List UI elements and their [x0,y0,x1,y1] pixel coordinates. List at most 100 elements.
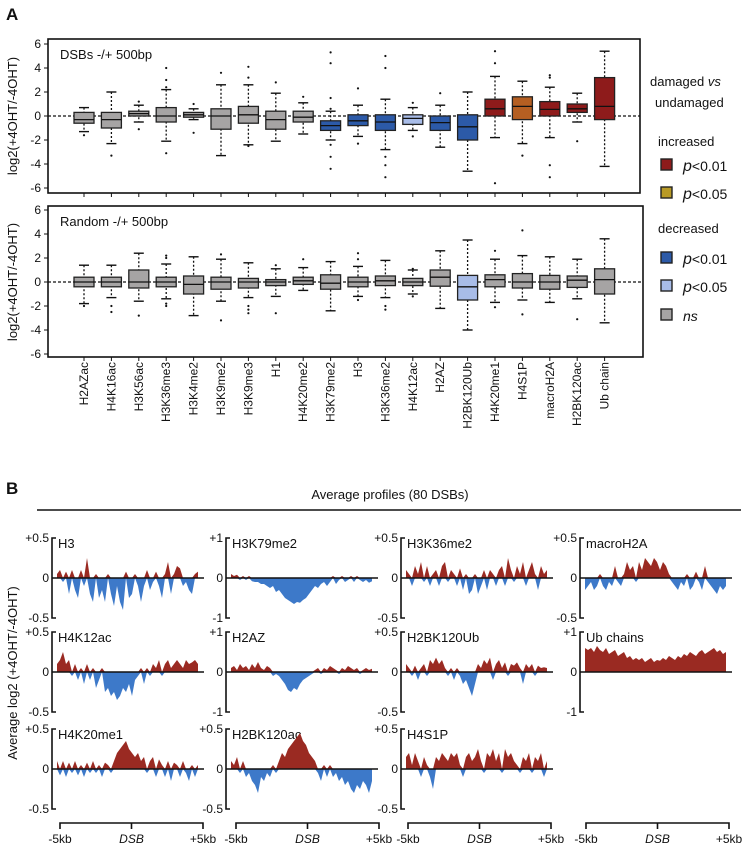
y-tick-label: -0.5 [202,802,223,816]
y-tick-label: 0 [34,109,41,123]
outlier-point [110,154,113,157]
box-h3k36me2 [374,54,397,179]
y-tick-label: +0.5 [25,531,49,545]
y-tick-label: +1 [209,531,223,545]
box-h4k20me1 [484,249,506,309]
y-tick-label: 6 [34,37,41,51]
outlier-point [493,62,497,65]
outlier-point [137,128,140,131]
x-tick-label-right: +5kb [538,832,565,846]
outlier-point [356,298,360,302]
x-category-label: H3K36me2 [378,362,392,422]
y-tick-label: 0 [391,571,398,585]
y-tick-label: -1 [212,705,223,719]
y-tick-label: 0 [216,571,223,585]
legend-swatch [660,158,673,171]
profile-title: H2BK120Ub [407,630,479,645]
box-iqr [566,275,588,289]
y-tick-label: +0.5 [374,722,398,736]
x-tick-label-right: +5kb [366,832,393,846]
outlier-point [356,87,360,90]
legend-swatch [660,279,673,292]
outlier-point [384,176,387,179]
profile-h3k79me2: +1 0 -1 H3K79me2 [209,531,378,625]
x-axis-bracket [235,822,380,829]
panel-label-a: A [6,5,18,24]
profile-area-decreased [406,672,547,696]
panel-title: Random -/+ 500bp [60,214,168,229]
box-h3 [347,252,369,302]
outlier-point [384,164,387,167]
outlier-point [165,86,168,89]
profile-area-decreased [57,578,198,610]
x-category-label: H3K9me3 [241,362,255,416]
outlier-point [384,155,387,158]
box-h3k4me2 [182,256,205,317]
outlier-point [493,50,497,53]
box-h3k36me3 [155,254,177,308]
legend-label: p<0.05 [682,279,728,296]
profile-h2az: +1 0 -1 H2AZ [209,625,378,719]
y-tick-label: -2 [30,299,41,313]
profile-area-increased [406,558,547,578]
profile-area-increased [585,558,726,578]
profile-ub-chains: +1 0 -1 Ub chains [563,625,732,719]
box-h2bk120ac [566,92,588,143]
y-tick-label: -0.5 [28,705,49,719]
legend-p-symbol: p [682,186,692,203]
legend-swatch [660,308,673,321]
box-iqr [456,274,479,301]
y-tick-label: 4 [34,227,41,241]
outlier-point [329,96,332,100]
box-iqr [511,96,534,121]
legend-swatch [660,251,673,264]
box-h2bk120ub [456,91,479,172]
outlier-point [439,92,442,95]
box-iqr [593,76,616,121]
box-iqr [511,272,534,289]
legend-p-symbol: p [682,158,692,175]
x-category-label: H4K20me2 [296,362,310,422]
legend-item-decreased-3: p<0.05 [660,279,728,296]
box-h3k9me3 [237,65,260,148]
x-category-label: H3K36me3 [159,362,173,422]
x-tick-label-dsb: DSB [645,832,670,846]
outlier-point [219,319,223,322]
y-tick-label: +0.5 [374,531,398,545]
outlier-point [247,308,250,311]
x-tick-label-left: -5kb [48,832,72,846]
legend-label: p<0.05 [682,186,728,203]
profile-h4k20me1: +0.5 0 -0.5 H4K20me1 [25,722,204,816]
legend-item-increased-0: p<0.01 [660,158,728,175]
profile-title: H2BK120ac [232,727,302,742]
y-tick-label: -2 [30,133,41,147]
box-h3k9me3 [237,262,260,315]
x-tick-label-left: -5kb [396,832,420,846]
outlier-point [219,71,223,74]
x-category-label: H2AZ [433,362,447,393]
x-tick-label-dsb: DSB [295,832,320,846]
box-h2azac [73,106,95,137]
profile-area-decreased [406,769,547,789]
outlier-point [548,176,551,179]
profile-area-increased [57,652,198,672]
y-tick-label: 4 [34,61,41,75]
profile-area-increased [57,558,198,578]
box-h1 [265,264,287,315]
profile-title: H4K12ac [58,630,112,645]
outlier-point [548,76,551,79]
outlier-point [82,134,86,137]
y-tick-label: +0.5 [199,722,223,736]
profile-title: H3K79me2 [232,536,297,551]
outlier-point [356,258,360,261]
x-category-label: H4K16ac [104,362,118,411]
x-category-label: Ub chain [598,362,612,409]
legend-value: <0.01 [692,158,728,174]
box-h4k16ac [100,91,123,157]
box-h4s1p [511,80,534,157]
y-tick-label: -0.5 [377,705,398,719]
box-macroh2a [539,256,561,304]
outlier-point [411,267,414,270]
profile-area-decreased [406,578,547,594]
box-h1 [265,81,287,142]
